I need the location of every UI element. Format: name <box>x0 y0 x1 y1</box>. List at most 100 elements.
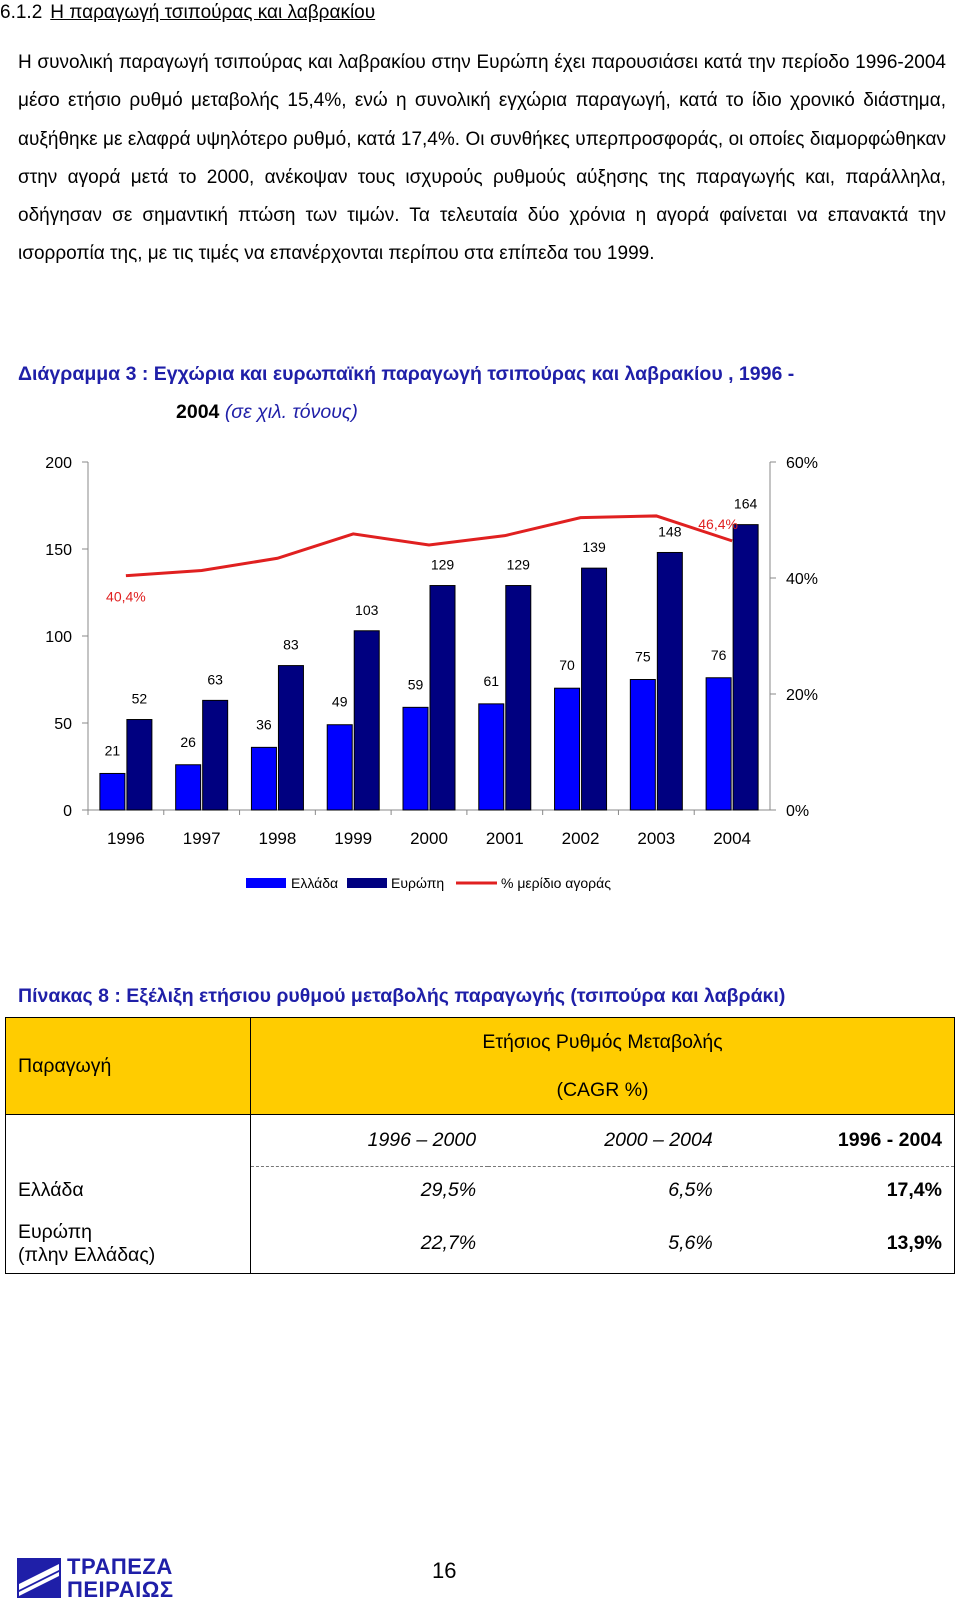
legend-label-share: % μερίδιο αγοράς <box>501 875 611 891</box>
period-1996-2004: 1996 - 2004 <box>724 1114 955 1167</box>
bank-logo-text: ΤΡΑΠΕΖΑ ΠΕΙΡΑΙΩΣ <box>67 1555 174 1601</box>
y-left-tick-label: 150 <box>45 542 72 559</box>
bar-europe <box>429 585 456 811</box>
y-right-tick-label: 0% <box>786 803 809 820</box>
x-tick-label: 2002 <box>562 829 600 848</box>
cell-value: 22,7% <box>420 1232 477 1255</box>
cell-value: 17,4% <box>886 1179 942 1202</box>
data-label-greece: 26 <box>180 734 196 750</box>
cell-value: 29,5% <box>420 1179 477 1202</box>
y-left-tick-label: 0 <box>63 803 72 820</box>
y-right-tick-label: 20% <box>786 687 818 704</box>
section-number: 6.1.2 <box>0 2 43 23</box>
bar-europe <box>202 699 229 811</box>
bar-greece <box>402 706 429 811</box>
x-tick-label: 1999 <box>334 829 372 848</box>
data-label-europe: 63 <box>207 671 223 687</box>
x-tick-label: 2001 <box>486 829 524 848</box>
diagram-title-unit: (σε χιλ. τόνους) <box>224 401 358 423</box>
bank-logo-line2: ΠΕΙΡΑΙΩΣ <box>67 1577 174 1602</box>
data-label-share: 46,4% <box>698 516 738 532</box>
bar-europe <box>581 567 608 811</box>
data-label-greece: 76 <box>711 647 727 663</box>
table-header-row-2: (CAGR %) <box>6 1066 955 1115</box>
cell-value: 6,5% <box>668 1179 713 1202</box>
legend-swatch-greece <box>246 878 286 888</box>
y-right-tick-label: 60% <box>786 455 818 472</box>
x-tick-label: 2003 <box>637 829 675 848</box>
legend-label-europe: Ευρώπη <box>391 875 444 891</box>
share-line <box>125 514 733 578</box>
bar-europe <box>656 551 683 811</box>
y-left-tick-label: 200 <box>45 455 72 472</box>
row-label-europe-line1: Ευρώπη <box>18 1220 93 1243</box>
data-label-europe: 103 <box>355 602 379 618</box>
data-label-europe: 164 <box>734 496 758 512</box>
bar-greece <box>478 703 505 811</box>
section-title: Η παραγωγή τσιπούρας και λαβρακίου <box>50 2 376 23</box>
data-label-europe: 83 <box>283 637 299 653</box>
period-2000-2004: 2000 – 2004 <box>488 1114 725 1167</box>
row-label-greece: Ελλάδα <box>5 1166 251 1215</box>
section-heading: 6.1.2 Η παραγωγή τσιπούρας και λαβρακίου <box>0 2 375 24</box>
data-label-greece: 75 <box>635 649 651 665</box>
bank-logo: ΤΡΑΠΕΖΑ ΠΕΙΡΑΙΩΣ <box>17 1555 174 1601</box>
data-label-greece: 59 <box>408 676 424 692</box>
diagram-title-line1: Διάγραμμα 3 : Εγχώρια και ευρωπαϊκή παρα… <box>18 363 795 385</box>
cell-value: 13,9% <box>886 1232 942 1255</box>
bar-greece <box>629 679 656 811</box>
data-label-europe: 148 <box>658 523 682 539</box>
bank-logo-mark <box>17 1558 61 1598</box>
period-row-label <box>5 1114 251 1167</box>
legend-swatch-europe <box>347 878 387 888</box>
data-label-europe: 139 <box>582 539 606 555</box>
bar-greece <box>705 677 732 811</box>
data-label-europe: 52 <box>132 691 148 707</box>
bar-greece <box>175 764 202 811</box>
cagr-table: Παραγωγή Ετήσιος Ρυθμός Μεταβολής (CAGR … <box>5 1017 955 1274</box>
table-title: Πίνακας 8 : Εξέλιξη ετήσιου ρυθμού μεταβ… <box>18 985 786 1007</box>
page-number: 16 <box>432 1558 457 1583</box>
diagram-title: Διάγραμμα 3 : Εγχώρια και ευρωπαϊκή παρα… <box>18 355 946 431</box>
body-paragraph: Η συνολική παραγωγή τσιπούρας και λαβρακ… <box>18 52 946 265</box>
cell-value: 5,6% <box>668 1232 713 1255</box>
data-label-share: 40,4% <box>106 589 146 605</box>
bar-greece <box>99 772 126 811</box>
data-label-greece: 70 <box>559 657 575 673</box>
diagram-title-line2: 2004 (σε χιλ. τόνους) <box>18 393 946 431</box>
bar-greece <box>326 724 353 811</box>
data-label-greece: 36 <box>256 716 272 732</box>
x-tick-label: 2004 <box>713 829 751 848</box>
header-cagr-title: Ετήσιος Ρυθμός Μεταβολής <box>250 1017 955 1067</box>
y-left-tick-label: 50 <box>54 716 72 733</box>
data-label-europe: 129 <box>507 557 531 573</box>
x-tick-label: 2000 <box>410 829 448 848</box>
row-label-europe-line2: (πλην Ελλάδας) <box>18 1243 156 1266</box>
row-header-production: Παραγωγή <box>5 1017 251 1115</box>
diagram-title-year: 2004 <box>176 401 220 423</box>
data-label-greece: 21 <box>105 742 121 758</box>
x-tick-label: 1996 <box>107 829 145 848</box>
production-chart: 0 50 100 150 200 0% 20% 40% 60% 21 52 1996 26 63 1997 3… <box>45 455 818 891</box>
bar-greece <box>554 687 581 811</box>
y-right-tick-label: 40% <box>786 571 818 588</box>
bar-europe <box>732 524 759 811</box>
bar-europe <box>277 665 304 811</box>
table-period-row: 1996 – 2000 2000 – 2004 1996 - 2004 <box>5 1114 955 1167</box>
bank-logo-line1: ΤΡΑΠΕΖΑ <box>67 1554 173 1579</box>
legend-label-greece: Ελλάδα <box>291 875 338 891</box>
bar-europe <box>505 585 532 811</box>
row-label-europe: Ευρώπη (πλην Ελλάδας) <box>5 1214 251 1274</box>
header-cagr-unit: (CAGR %) <box>250 1066 955 1115</box>
bar-greece <box>250 746 277 811</box>
data-label-europe: 129 <box>431 557 455 573</box>
x-tick-label: 1998 <box>259 829 297 848</box>
x-tick-label: 1997 <box>183 829 221 848</box>
period-1996-2000: 1996 – 2000 <box>250 1114 489 1167</box>
data-label-greece: 49 <box>332 694 348 710</box>
y-left-tick-label: 100 <box>45 629 72 646</box>
bar-europe <box>353 630 380 811</box>
data-label-greece: 61 <box>483 673 499 689</box>
bar-europe <box>126 719 153 811</box>
table-row: Ευρώπη (πλην Ελλάδας) 22,7% 5,6% 13,9% <box>5 1214 955 1274</box>
